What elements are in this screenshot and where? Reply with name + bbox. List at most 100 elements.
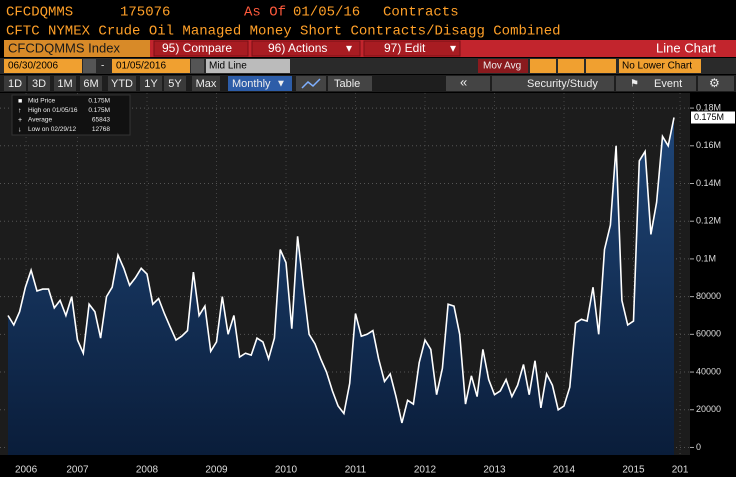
x-tick-label: 2012 [414,465,437,476]
chart: 0 20000 40000 60000 80000 0.1M 0.12M 0.14M 0.16M… [0,93,735,476]
y-tick-label: 0.12M [696,216,721,226]
mov-avg-box[interactable] [478,59,528,73]
x-tick-label: 2011 [345,465,367,476]
stats-value: 12768 [92,126,110,133]
last-value-label: 0.175M [694,112,724,122]
dropdown-arrow: ▾ [450,41,456,55]
x-tick-label: 2015 [622,465,645,476]
x-axis-panel [0,455,690,477]
input-box[interactable] [586,59,616,73]
period-button[interactable] [164,76,186,91]
edit: 97) Edit [384,41,426,55]
as-of-date: 01/05/16 [293,5,360,21]
y-tick-label: 0.1M [696,253,716,263]
table-button[interactable] [328,76,372,91]
frequency: Monthly [232,78,271,90]
period-button[interactable] [140,76,162,91]
start-date: 06/30/2006 [8,61,58,72]
x-tick-label: 2007 [66,465,89,476]
period-button[interactable] [54,76,76,91]
style: Mid Line [209,61,247,72]
x-tick-label: 2009 [205,465,228,476]
actions: 96) Actions [268,41,327,55]
lower-chart: No Lower Chart [622,61,692,72]
period-label: YTD [111,78,133,90]
stats-icon: + [18,117,22,124]
x-tick-label: 2013 [483,465,506,476]
y-tick-label: 0.14M [696,178,721,188]
y-tick-label: 20000 [696,404,721,414]
actions-button[interactable] [251,40,361,57]
period-button[interactable] [192,76,220,91]
y-tick-label: 60000 [696,329,721,339]
style-box[interactable] [206,59,290,73]
header-value: 175076 [120,5,170,21]
line [7,117,675,424]
x-tick-label: 2014 [553,465,576,476]
period-button[interactable] [80,76,102,91]
y-tick-label: 40000 [696,366,721,376]
input-box[interactable] [558,59,584,73]
periods: 1D 3D 1M 6M YTD 1Y 5Y Max [4,76,220,91]
period-label: 1D [8,78,22,90]
period-button[interactable] [28,76,50,91]
period-label: 3D [32,78,46,90]
input-box[interactable] [530,59,556,73]
mov-avg: Mov Avg [483,61,521,72]
period-label: 5Y [168,78,182,90]
back-button[interactable] [446,76,490,91]
calendar-icon[interactable] [83,59,96,73]
back-icon: « [460,74,467,89]
event-button[interactable] [616,76,696,91]
period-button[interactable] [108,76,136,91]
y-tick-label: 0.16M [696,140,721,150]
period-label: 1Y [144,78,158,90]
chart-icon [301,78,321,89]
period-label: 1M [57,78,72,90]
end-date-box[interactable] [112,59,190,73]
x-tick-label: 2006 [15,465,38,476]
stats-icon: ↑ [18,107,22,114]
settings-button[interactable] [698,76,734,91]
edit-button[interactable] [363,40,461,57]
lower-box[interactable] [619,59,701,73]
ticker: CFCDQMMS [6,5,73,21]
dropdown-arrow: ▼ [276,79,286,90]
description: CFTC NYMEX Crude Oil Managed Money Short… [6,24,561,40]
stats-value: 65843 [92,117,110,124]
stats-label: Mid Price [28,98,55,105]
calendar-icon[interactable] [191,59,204,73]
x-tick-label: 201 [672,465,689,476]
period-button[interactable] [4,76,26,91]
gear-icon: ⚙ [709,76,720,90]
dash: - [101,61,104,72]
y-tick-label: 0 [696,442,701,452]
last-value-box [691,111,735,124]
security: CFCDQMMS Index [8,40,120,55]
study-button[interactable] [492,76,614,91]
units: Contracts [383,5,459,21]
stats-box [11,94,131,136]
y-axis-panel [690,93,736,477]
stats-label: High on 01/05/16 [28,107,78,114]
security-box[interactable] [4,40,150,57]
stats-icon: ↓ [18,126,22,133]
stats-label: Average [28,117,52,124]
stats-label: Low on 02/29/12 [28,126,76,133]
compare-button[interactable] [153,40,249,57]
y-tick-label: 0.18M [696,102,721,112]
compare: 95) Compare [162,41,232,55]
start-date-box[interactable] [4,59,82,73]
end-date: 01/05/2016 [116,61,166,72]
frequency-box[interactable] [228,76,292,91]
table: Table [334,78,360,90]
period-label: Max [196,78,217,90]
period-label: 6M [83,78,98,90]
y-tick-label: 80000 [696,291,721,301]
flag-icon: ⚑ [630,79,639,90]
stats-value: 0.175M [88,107,110,114]
stats-icon: ■ [18,98,22,105]
as-of: As Of [244,5,286,21]
stats-value: 0.175M [88,98,110,105]
